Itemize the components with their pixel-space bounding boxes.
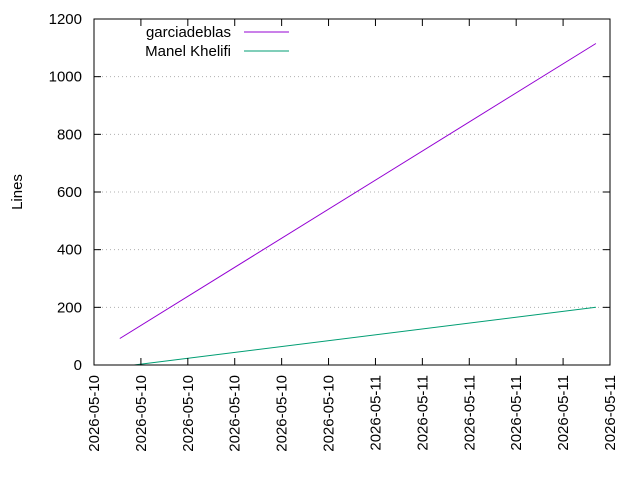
y-tick-label: 1200 [49, 11, 82, 28]
series-line-1 [119, 43, 597, 339]
y-tick-label: 600 [57, 184, 82, 201]
plot-frame [93, 18, 611, 366]
x-axis-ticks: 2026-05-10 2026-05-10 2026-05-10 2026-05-10… [86, 19, 619, 452]
x-tick-label: 2026-05-10 [86, 375, 103, 452]
x-tick-label: 2026-05-10 [321, 375, 338, 452]
y-tick-label: 200 [57, 299, 82, 316]
series-lines [119, 43, 597, 366]
y-axis-ticks: 0 200 400 600 800 1000 1200 [49, 11, 610, 374]
y-tick-label: 0 [74, 357, 82, 374]
x-tick-label: 2026-05-10 [180, 375, 197, 452]
grid-lines [94, 76, 610, 308]
legend-label: Manel Khelifi [145, 43, 231, 60]
legend-label: garciadeblas [146, 24, 231, 41]
series-line-2 [134, 306, 596, 366]
x-tick-label: 2026-05-11 [555, 375, 572, 451]
legend: garciadeblas Manel Khelifi [145, 24, 289, 60]
x-tick-label: 2026-05-11 [508, 375, 525, 451]
x-tick-label: 2026-05-10 [274, 375, 291, 452]
x-tick-label: 2026-05-10 [227, 375, 244, 452]
y-axis-label: Lines [9, 174, 26, 210]
y-tick-label: 800 [57, 126, 82, 143]
x-tick-label: 2026-05-10 [133, 375, 150, 452]
x-tick-label: 2026-05-11 [461, 375, 478, 451]
x-tick-label: 2026-05-11 [367, 375, 384, 451]
x-tick-label: 2026-05-11 [602, 375, 619, 451]
x-tick-label: 2026-05-11 [414, 375, 431, 451]
y-tick-label: 1000 [49, 69, 82, 86]
y-tick-label: 400 [57, 242, 82, 259]
